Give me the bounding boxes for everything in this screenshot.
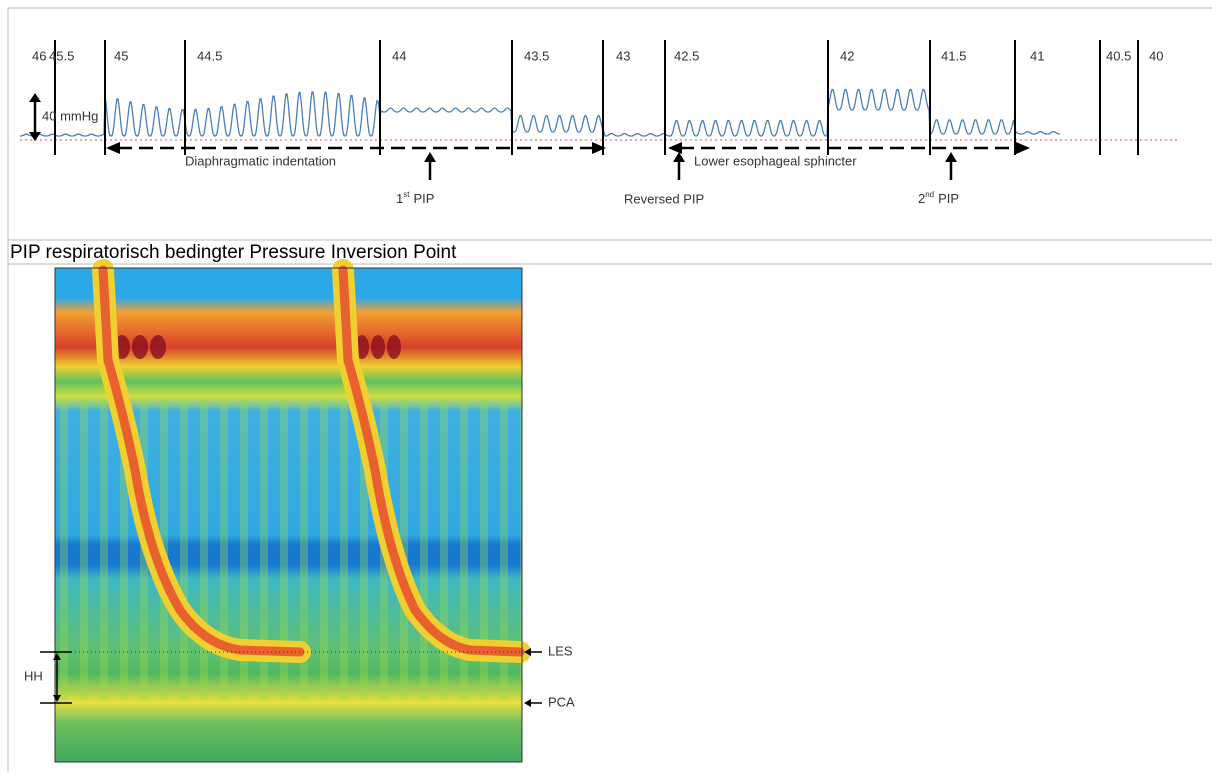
table-borders xyxy=(7,7,1212,772)
ordinal-suffix: st xyxy=(403,190,410,199)
position-label: 42 xyxy=(840,48,854,63)
amplitude-label: 40 mmHg xyxy=(42,108,98,123)
position-label: 45.5 xyxy=(49,48,74,63)
caption: PIP respiratorisch bedingter Pressure In… xyxy=(10,242,457,263)
annotation: Lower esophageal sphincter xyxy=(694,153,857,168)
annotation-text: PIP xyxy=(938,191,959,206)
annotation: Reversed PIP xyxy=(624,191,704,206)
position-label: 43 xyxy=(616,48,630,63)
ordinal: 2 xyxy=(918,191,925,206)
pressure-wave xyxy=(20,88,1060,137)
peristaltic-waves xyxy=(92,259,531,663)
annotation-text: PIP xyxy=(413,191,434,206)
position-lines xyxy=(54,40,1139,155)
annotation: Diaphragmatic indentation xyxy=(185,153,336,168)
heatmap-frame xyxy=(54,267,523,763)
position-label: 44 xyxy=(392,48,406,63)
arrows xyxy=(29,93,1030,180)
position-label: 45 xyxy=(114,48,128,63)
pca-label: PCA xyxy=(548,694,575,709)
position-label: 43.5 xyxy=(524,48,549,63)
annotation: 1st PIP xyxy=(396,190,434,206)
position-label: 41.5 xyxy=(941,48,966,63)
hh-label: HH xyxy=(24,668,43,683)
ordinal: 1 xyxy=(396,191,403,206)
position-label: 40 xyxy=(1149,48,1163,63)
pressure-topography: LES PCA HH xyxy=(24,259,575,763)
position-label: 46 xyxy=(32,48,46,63)
manometry-tracing: 46 45.5 45 44.5 44 43.5 43 42.5 42 41.5 41 40.5 40 4… xyxy=(20,40,1180,206)
annotation: 2nd PIP xyxy=(918,190,959,206)
les-label: LES xyxy=(548,643,573,658)
heatmap-arrows xyxy=(40,648,542,707)
position-label: 41 xyxy=(1030,48,1044,63)
position-label: 44.5 xyxy=(197,48,222,63)
ordinal-suffix: nd xyxy=(925,190,934,199)
position-label: 40.5 xyxy=(1106,48,1131,63)
position-label: 42.5 xyxy=(674,48,699,63)
